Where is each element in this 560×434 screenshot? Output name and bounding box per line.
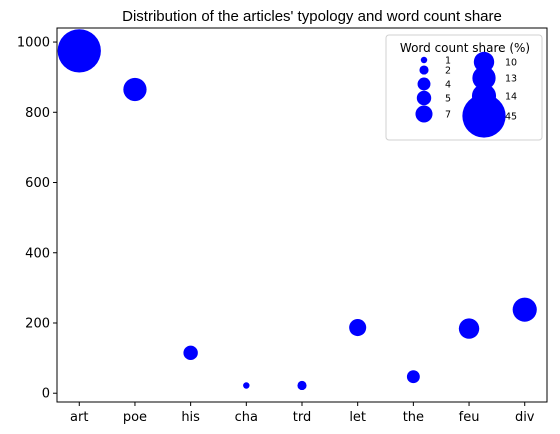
x-tick-label: cha bbox=[235, 410, 258, 425]
legend-label: 2 bbox=[445, 66, 451, 77]
data-point-the bbox=[406, 370, 420, 384]
x-tick-label: poe bbox=[123, 410, 147, 425]
legend-label: 1 bbox=[445, 56, 451, 67]
y-axis: 0 200 400 600 800 1000 bbox=[17, 36, 57, 402]
x-tick-label: the bbox=[403, 410, 424, 425]
legend-label: 5 bbox=[445, 94, 451, 105]
x-tick-label: art bbox=[70, 410, 88, 425]
legend-label: 4 bbox=[445, 80, 451, 91]
data-point-poe bbox=[123, 77, 147, 102]
chart-title: Distribution of the articles' typology a… bbox=[122, 8, 502, 25]
legend-marker bbox=[462, 94, 506, 138]
data-point-art bbox=[57, 29, 101, 73]
x-tick-label: feu bbox=[459, 410, 480, 425]
legend-marker bbox=[473, 51, 495, 73]
data-point-let bbox=[349, 319, 367, 337]
legend-label: 7 bbox=[445, 110, 451, 121]
legend-marker bbox=[417, 77, 431, 91]
y-tick-label: 600 bbox=[25, 176, 50, 191]
data-point-trd bbox=[297, 380, 307, 391]
legend-marker bbox=[416, 90, 432, 106]
x-tick-label: div bbox=[515, 410, 535, 425]
data-point-cha bbox=[243, 382, 250, 389]
data-point-his bbox=[183, 345, 198, 361]
y-tick-label: 400 bbox=[25, 246, 50, 261]
y-tick-label: 800 bbox=[25, 106, 50, 121]
y-tick-label: 200 bbox=[25, 316, 50, 331]
legend-marker bbox=[472, 66, 496, 90]
legend-label: 10 bbox=[505, 58, 517, 69]
y-tick-label: 1000 bbox=[17, 36, 50, 51]
legend-label: 14 bbox=[505, 92, 517, 103]
x-tick-label: his bbox=[181, 410, 200, 425]
x-axis: art poe his cha trd let the feu div bbox=[70, 402, 535, 425]
x-tick-label: let bbox=[349, 410, 366, 425]
legend-label: 13 bbox=[505, 74, 517, 85]
legend-marker bbox=[415, 105, 433, 123]
legend-marker bbox=[419, 65, 429, 75]
data-point-div bbox=[512, 297, 537, 322]
x-tick-label: trd bbox=[293, 410, 311, 425]
legend-marker bbox=[420, 56, 428, 64]
legend-title: Word count share (%) bbox=[400, 41, 530, 55]
data-points bbox=[57, 29, 537, 391]
legend-label: 45 bbox=[505, 112, 517, 123]
y-tick-label: 0 bbox=[42, 387, 50, 402]
data-point-feu bbox=[458, 318, 480, 339]
